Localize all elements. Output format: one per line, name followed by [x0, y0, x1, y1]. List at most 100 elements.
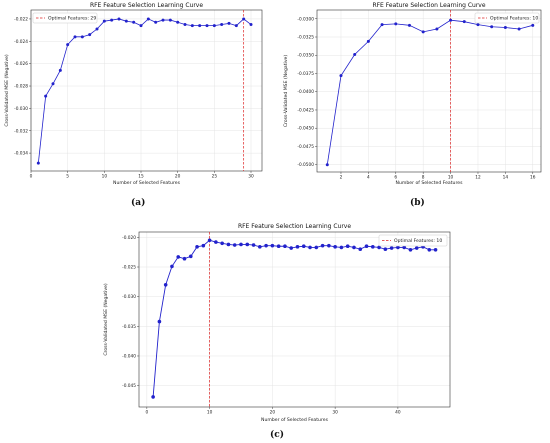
- data-point: [490, 25, 494, 29]
- y-tick-label: -0.0400: [297, 89, 314, 95]
- data-point: [270, 243, 275, 248]
- data-point: [449, 18, 453, 22]
- x-tick-label: 25: [212, 174, 218, 180]
- y-tick-label: -0.0300: [297, 16, 314, 22]
- x-tick-label: 6: [394, 175, 397, 181]
- data-point: [396, 245, 400, 250]
- data-point: [408, 247, 413, 252]
- series-line: [326, 19, 533, 165]
- y-tick-label: -0.025: [122, 265, 136, 271]
- x-tick-label: 2: [340, 175, 343, 181]
- data-point: [151, 395, 155, 399]
- panel-label-c: (c): [270, 430, 284, 440]
- y-tick-label: -0.0450: [297, 126, 314, 132]
- x-axis-label: Number of Selected Features: [261, 417, 329, 423]
- data-point: [242, 17, 246, 21]
- x-tick-label: 14: [503, 175, 509, 181]
- data-point: [117, 17, 121, 21]
- legend-box: [378, 234, 448, 247]
- data-point: [183, 23, 187, 27]
- data-point: [102, 19, 106, 23]
- legend-label: Optimal Features: 10: [394, 238, 442, 244]
- data-point: [188, 254, 193, 259]
- data-point: [370, 245, 375, 249]
- y-tick-label: -0.0500: [297, 162, 314, 168]
- data-point: [407, 23, 411, 27]
- data-point: [295, 245, 300, 249]
- data-point: [251, 243, 256, 247]
- plot-area: [31, 10, 262, 171]
- data-point: [264, 243, 268, 248]
- x-tick-label: 10: [448, 175, 454, 181]
- x-tick-label: 30: [248, 174, 254, 180]
- data-point: [345, 244, 350, 249]
- data-point: [220, 23, 224, 27]
- data-point: [190, 24, 194, 28]
- x-tick-label: 5: [66, 174, 69, 180]
- y-tick-label: -0.0375: [297, 71, 314, 77]
- data-point: [394, 22, 398, 26]
- plot-frame: [30, 9, 263, 172]
- data-point: [414, 246, 419, 250]
- data-point: [176, 20, 180, 24]
- y-axis-label: Cross-Validated MSE (Negative): [103, 283, 109, 356]
- data-point: [232, 243, 237, 247]
- panel-label-b: (b): [410, 198, 425, 208]
- data-point: [36, 161, 40, 165]
- data-point: [220, 241, 224, 246]
- y-tick-label: -0.040: [122, 353, 136, 359]
- data-point: [44, 94, 48, 98]
- data-point: [462, 20, 466, 24]
- data-point: [124, 19, 128, 23]
- data-point: [258, 245, 262, 249]
- chart-title: RFE Feature Selection Learning Curve: [90, 2, 203, 9]
- x-axis-label: Number of Selected Features: [396, 180, 464, 186]
- y-tick-label: -0.032: [14, 128, 28, 134]
- data-point: [168, 18, 172, 22]
- data-point: [182, 256, 187, 261]
- plot-frame: [316, 9, 542, 173]
- data-point: [214, 240, 218, 244]
- data-point: [249, 23, 253, 27]
- data-point: [308, 245, 312, 250]
- data-point: [207, 238, 212, 243]
- data-point: [195, 245, 199, 249]
- legend-label: Optimal Features: 10: [490, 16, 538, 22]
- y-tick-label: -0.0325: [297, 35, 314, 41]
- data-point: [377, 245, 381, 250]
- data-point: [170, 264, 174, 269]
- data-point: [95, 27, 99, 31]
- data-point: [176, 255, 181, 259]
- data-point: [402, 245, 406, 250]
- data-point: [517, 27, 521, 31]
- x-tick-label: 0: [145, 410, 148, 416]
- chart-title: RFE Feature Selection Learning Curve: [238, 223, 351, 230]
- data-point: [157, 319, 162, 324]
- data-point: [476, 23, 480, 27]
- y-tick-label: -0.030: [14, 106, 28, 112]
- y-tick-label: -0.022: [14, 16, 28, 22]
- data-point: [435, 27, 439, 31]
- data-point: [353, 53, 357, 57]
- x-tick-label: 20: [270, 410, 276, 416]
- data-point: [239, 242, 243, 247]
- y-tick-label: -0.0350: [297, 53, 314, 59]
- y-tick-label: -0.0475: [297, 144, 314, 150]
- plot-area: [317, 10, 541, 172]
- x-tick-label: 0: [30, 174, 33, 180]
- x-tick-label: 15: [138, 174, 144, 180]
- data-point: [227, 21, 231, 25]
- series-line: [152, 239, 436, 397]
- x-tick-label: 8: [422, 175, 425, 181]
- y-axis-label: Cross-Validated MSE (Negative): [4, 54, 10, 127]
- y-tick-label: -0.020: [122, 235, 136, 241]
- data-point: [245, 242, 250, 247]
- x-tick-label: 20: [175, 174, 181, 180]
- plot-area: [139, 232, 450, 407]
- y-axis-label: Cross-Validated MSE (Negative): [283, 55, 289, 128]
- data-point: [146, 17, 150, 21]
- legend-box: [474, 12, 540, 24]
- x-tick-label: 10: [207, 410, 213, 416]
- data-point: [366, 39, 370, 43]
- data-point: [380, 23, 384, 27]
